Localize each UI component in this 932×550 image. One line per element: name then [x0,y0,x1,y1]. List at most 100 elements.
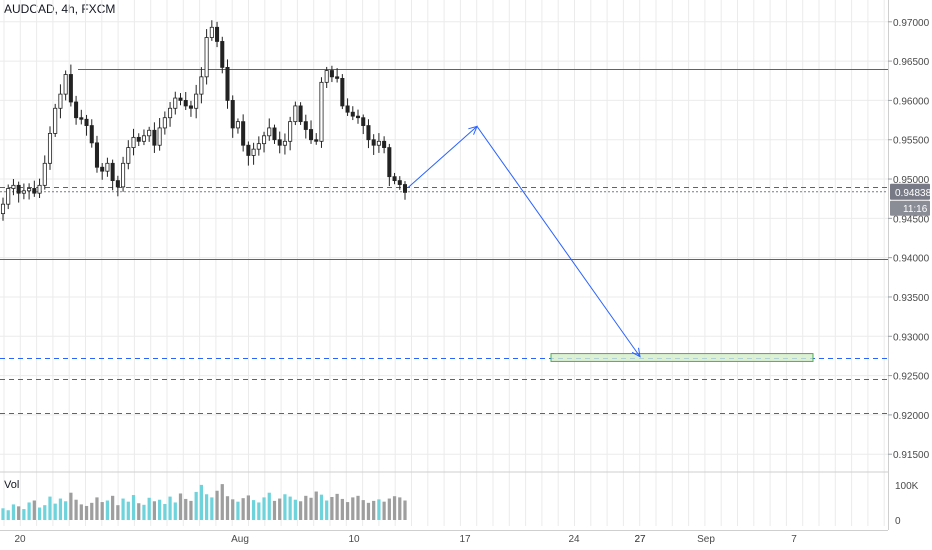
candle-body [58,93,63,109]
candle-body [168,107,173,119]
candle-body [136,136,141,142]
time-axis-tick-label: 7 [791,534,797,545]
candle-body [141,135,146,142]
volume-bar [293,499,297,520]
projection-arrowhead-up [468,125,478,135]
candle-body [183,100,188,107]
volume-bar [325,500,329,520]
price-axis-tick-label: 0.93500 [893,293,930,304]
volume-bar [278,498,282,520]
volume-bar [22,509,26,520]
volume-bar [105,500,110,520]
candle-body [235,121,240,129]
volume-bar [152,501,157,520]
volume-bar [398,497,402,520]
volume-bar [241,498,245,520]
volume-bar [43,505,47,520]
volume-bar [231,499,235,520]
candle-body [345,105,350,113]
price-axis-tick-label: 0.91500 [893,450,930,461]
volume-bar [372,500,376,520]
volume-bar [74,499,78,520]
candle-body [178,97,183,101]
price-axis-tick-label: 0.94000 [893,254,930,265]
candle-body [89,125,94,144]
volume-bar [184,498,188,520]
candle-body [147,129,152,137]
volume-bar [100,502,104,520]
candle-body [303,121,308,130]
candle-body [32,188,37,194]
candle-body [350,111,355,117]
volume-bar [17,506,21,520]
volume-bar [32,500,36,520]
volume-bar [267,492,271,520]
candle-body [256,143,261,150]
volume-bar [340,498,344,520]
volume-bar [11,504,16,520]
price-axis-tick-label: 0.95000 [893,175,930,186]
countdown-badge [890,200,930,216]
candle-body [110,162,115,182]
candle-body [267,127,272,137]
volume-bar [356,495,360,520]
price-axis-tick-label: 0.94500 [893,214,930,225]
volume-bar [199,484,204,520]
symbol-title: AUDCAD, 4h, FXCM [4,2,116,16]
volume-bar [90,502,94,520]
projection-arrowhead-down [631,347,641,358]
candle-body [376,140,381,146]
volume-bar [1,508,5,520]
volume-bar [257,502,261,520]
volume-bar [137,503,141,520]
candle-body [105,162,110,172]
candle-body [209,26,214,38]
volume-bar [116,505,120,520]
volume-bar [403,500,407,520]
volume-bar [377,499,381,520]
price-axis-tick-label: 0.95500 [893,136,930,147]
candle-body [63,74,68,95]
candle-body [251,148,256,156]
grid-lines [0,0,932,526]
candle-body [298,105,303,123]
volume-bar [163,504,167,520]
volume-bar [48,496,52,520]
candle-body [121,162,126,188]
candle-body [262,135,267,145]
volume-bar [288,496,292,520]
candle-body [68,74,73,103]
candle-body [329,70,334,78]
candle-body [115,180,120,188]
candle-body [371,139,376,146]
time-axis-tick-label: Aug [231,534,249,545]
volume-bar [204,494,209,520]
price-axis-tick-label: 0.97000 [893,18,930,29]
volume-bar [53,503,57,520]
last-price-badge [890,183,930,200]
candle-body [162,117,167,129]
projection-drawing [407,125,814,362]
volume-bar [131,495,136,520]
time-axis-tick-label: 10 [348,534,360,545]
volume-bar [272,500,277,520]
candle-body [37,184,42,194]
volume-bar [27,502,31,520]
volume-bar [361,500,365,520]
candle-body [277,139,282,146]
volume-bar [111,495,115,520]
candle-body [402,184,408,193]
candle-body [382,140,387,148]
volume-bar [392,496,397,520]
volume-bar [84,505,89,520]
volume-bar [220,484,224,520]
volume-bar [147,497,151,520]
candle-body [188,105,193,109]
candle-body [152,129,157,146]
projection-path [407,125,641,358]
volume-bar [246,495,250,520]
candle-body [335,76,340,79]
candle-body [79,117,84,120]
